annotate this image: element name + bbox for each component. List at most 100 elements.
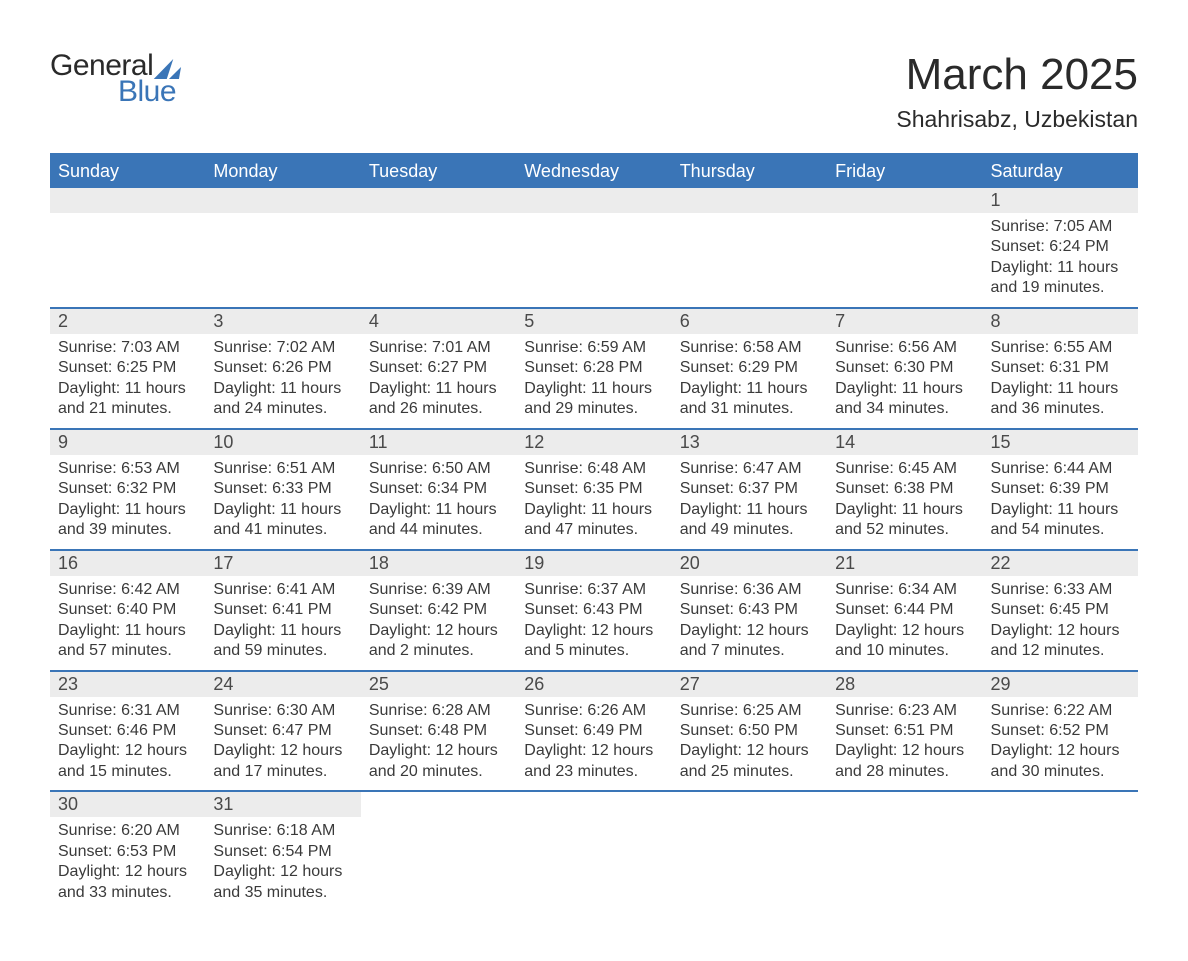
daylight2-text: and 31 minutes. <box>680 399 819 419</box>
calendar-cell: . <box>205 188 360 307</box>
daylight1-text: Daylight: 11 hours <box>991 379 1130 399</box>
day-number: 29 <box>983 672 1138 697</box>
calendar-cell <box>672 792 827 911</box>
daylight2-text: and 59 minutes. <box>213 641 352 661</box>
day-number <box>361 792 516 796</box>
cell-body: Sunrise: 6:36 AMSunset: 6:43 PMDaylight:… <box>672 576 827 670</box>
daylight1-text: Daylight: 11 hours <box>524 500 663 520</box>
daylight2-text: and 41 minutes. <box>213 520 352 540</box>
day-number: 30 <box>50 792 205 817</box>
calendar-cell: 2Sunrise: 7:03 AMSunset: 6:25 PMDaylight… <box>50 309 205 428</box>
sunrise-text: Sunrise: 6:37 AM <box>524 580 663 600</box>
day-number: 16 <box>50 551 205 576</box>
daylight1-text: Daylight: 11 hours <box>213 621 352 641</box>
cell-body: Sunrise: 6:53 AMSunset: 6:32 PMDaylight:… <box>50 455 205 549</box>
daylight1-text: Daylight: 11 hours <box>213 379 352 399</box>
daylight2-text: and 57 minutes. <box>58 641 197 661</box>
calendar-cell: 31Sunrise: 6:18 AMSunset: 6:54 PMDayligh… <box>205 792 360 911</box>
cell-body: Sunrise: 6:59 AMSunset: 6:28 PMDaylight:… <box>516 334 671 428</box>
sunset-text: Sunset: 6:54 PM <box>213 842 352 862</box>
cell-body: Sunrise: 6:37 AMSunset: 6:43 PMDaylight:… <box>516 576 671 670</box>
calendar-cell: 21Sunrise: 6:34 AMSunset: 6:44 PMDayligh… <box>827 551 982 670</box>
daylight2-text: and 47 minutes. <box>524 520 663 540</box>
cell-body: Sunrise: 6:56 AMSunset: 6:30 PMDaylight:… <box>827 334 982 428</box>
daylight2-text: and 52 minutes. <box>835 520 974 540</box>
sunrise-text: Sunrise: 7:01 AM <box>369 338 508 358</box>
sunset-text: Sunset: 6:52 PM <box>991 721 1130 741</box>
calendar-cell: 8Sunrise: 6:55 AMSunset: 6:31 PMDaylight… <box>983 309 1138 428</box>
calendar-cell: 5Sunrise: 6:59 AMSunset: 6:28 PMDaylight… <box>516 309 671 428</box>
calendar-week-row: 23Sunrise: 6:31 AMSunset: 6:46 PMDayligh… <box>50 670 1138 791</box>
sunrise-text: Sunrise: 6:25 AM <box>680 701 819 721</box>
sunrise-text: Sunrise: 6:36 AM <box>680 580 819 600</box>
sunrise-text: Sunrise: 6:18 AM <box>213 821 352 841</box>
day-number: 13 <box>672 430 827 455</box>
sunset-text: Sunset: 6:39 PM <box>991 479 1130 499</box>
sunset-text: Sunset: 6:53 PM <box>58 842 197 862</box>
daylight1-text: Daylight: 12 hours <box>991 621 1130 641</box>
daylight1-text: Daylight: 12 hours <box>58 741 197 761</box>
day-number: . <box>672 188 827 213</box>
month-title: March 2025 <box>896 50 1138 100</box>
title-block: March 2025 Shahrisabz, Uzbekistan <box>896 50 1138 133</box>
weekday-header: Wednesday <box>516 155 671 188</box>
sunrise-text: Sunrise: 6:20 AM <box>58 821 197 841</box>
daylight1-text: Daylight: 11 hours <box>680 500 819 520</box>
calendar-cell: . <box>516 188 671 307</box>
sunset-text: Sunset: 6:51 PM <box>835 721 974 741</box>
calendar-cell: 19Sunrise: 6:37 AMSunset: 6:43 PMDayligh… <box>516 551 671 670</box>
sunrise-text: Sunrise: 6:44 AM <box>991 459 1130 479</box>
sunset-text: Sunset: 6:45 PM <box>991 600 1130 620</box>
calendar-cell: . <box>672 188 827 307</box>
day-number: 26 <box>516 672 671 697</box>
cell-body: Sunrise: 6:30 AMSunset: 6:47 PMDaylight:… <box>205 697 360 791</box>
cell-body: Sunrise: 6:28 AMSunset: 6:48 PMDaylight:… <box>361 697 516 791</box>
calendar-cell: 1Sunrise: 7:05 AMSunset: 6:24 PMDaylight… <box>983 188 1138 307</box>
daylight2-text: and 10 minutes. <box>835 641 974 661</box>
sunset-text: Sunset: 6:46 PM <box>58 721 197 741</box>
day-number: 6 <box>672 309 827 334</box>
day-number <box>516 792 671 796</box>
day-number: . <box>827 188 982 213</box>
daylight2-text: and 19 minutes. <box>991 278 1130 298</box>
day-number: 3 <box>205 309 360 334</box>
cell-body: Sunrise: 6:50 AMSunset: 6:34 PMDaylight:… <box>361 455 516 549</box>
daylight1-text: Daylight: 12 hours <box>524 621 663 641</box>
daylight2-text: and 21 minutes. <box>58 399 197 419</box>
calendar-cell: 14Sunrise: 6:45 AMSunset: 6:38 PMDayligh… <box>827 430 982 549</box>
calendar-cell: 27Sunrise: 6:25 AMSunset: 6:50 PMDayligh… <box>672 672 827 791</box>
daylight1-text: Daylight: 11 hours <box>58 379 197 399</box>
cell-body: Sunrise: 6:58 AMSunset: 6:29 PMDaylight:… <box>672 334 827 428</box>
cell-body: Sunrise: 6:47 AMSunset: 6:37 PMDaylight:… <box>672 455 827 549</box>
day-number: 27 <box>672 672 827 697</box>
calendar-cell: 23Sunrise: 6:31 AMSunset: 6:46 PMDayligh… <box>50 672 205 791</box>
daylight2-text: and 17 minutes. <box>213 762 352 782</box>
daylight2-text: and 34 minutes. <box>835 399 974 419</box>
daylight1-text: Daylight: 11 hours <box>58 500 197 520</box>
daylight1-text: Daylight: 12 hours <box>835 741 974 761</box>
cell-body: Sunrise: 6:26 AMSunset: 6:49 PMDaylight:… <box>516 697 671 791</box>
location-subtitle: Shahrisabz, Uzbekistan <box>896 106 1138 133</box>
day-number: 17 <box>205 551 360 576</box>
sunrise-text: Sunrise: 6:31 AM <box>58 701 197 721</box>
day-number: 14 <box>827 430 982 455</box>
sunset-text: Sunset: 6:47 PM <box>213 721 352 741</box>
day-number: 1 <box>983 188 1138 213</box>
calendar: Sunday Monday Tuesday Wednesday Thursday… <box>50 153 1138 911</box>
calendar-week-row: 16Sunrise: 6:42 AMSunset: 6:40 PMDayligh… <box>50 549 1138 670</box>
daylight1-text: Daylight: 11 hours <box>835 379 974 399</box>
daylight1-text: Daylight: 12 hours <box>991 741 1130 761</box>
day-number <box>827 792 982 796</box>
sunrise-text: Sunrise: 6:30 AM <box>213 701 352 721</box>
cell-body: Sunrise: 6:25 AMSunset: 6:50 PMDaylight:… <box>672 697 827 791</box>
calendar-cell: 7Sunrise: 6:56 AMSunset: 6:30 PMDaylight… <box>827 309 982 428</box>
daylight1-text: Daylight: 11 hours <box>991 258 1130 278</box>
sunset-text: Sunset: 6:50 PM <box>680 721 819 741</box>
sunrise-text: Sunrise: 6:59 AM <box>524 338 663 358</box>
daylight1-text: Daylight: 12 hours <box>58 862 197 882</box>
weekday-header: Monday <box>205 155 360 188</box>
weekday-header: Thursday <box>672 155 827 188</box>
calendar-cell: 29Sunrise: 6:22 AMSunset: 6:52 PMDayligh… <box>983 672 1138 791</box>
daylight2-text: and 26 minutes. <box>369 399 508 419</box>
calendar-cell: 13Sunrise: 6:47 AMSunset: 6:37 PMDayligh… <box>672 430 827 549</box>
